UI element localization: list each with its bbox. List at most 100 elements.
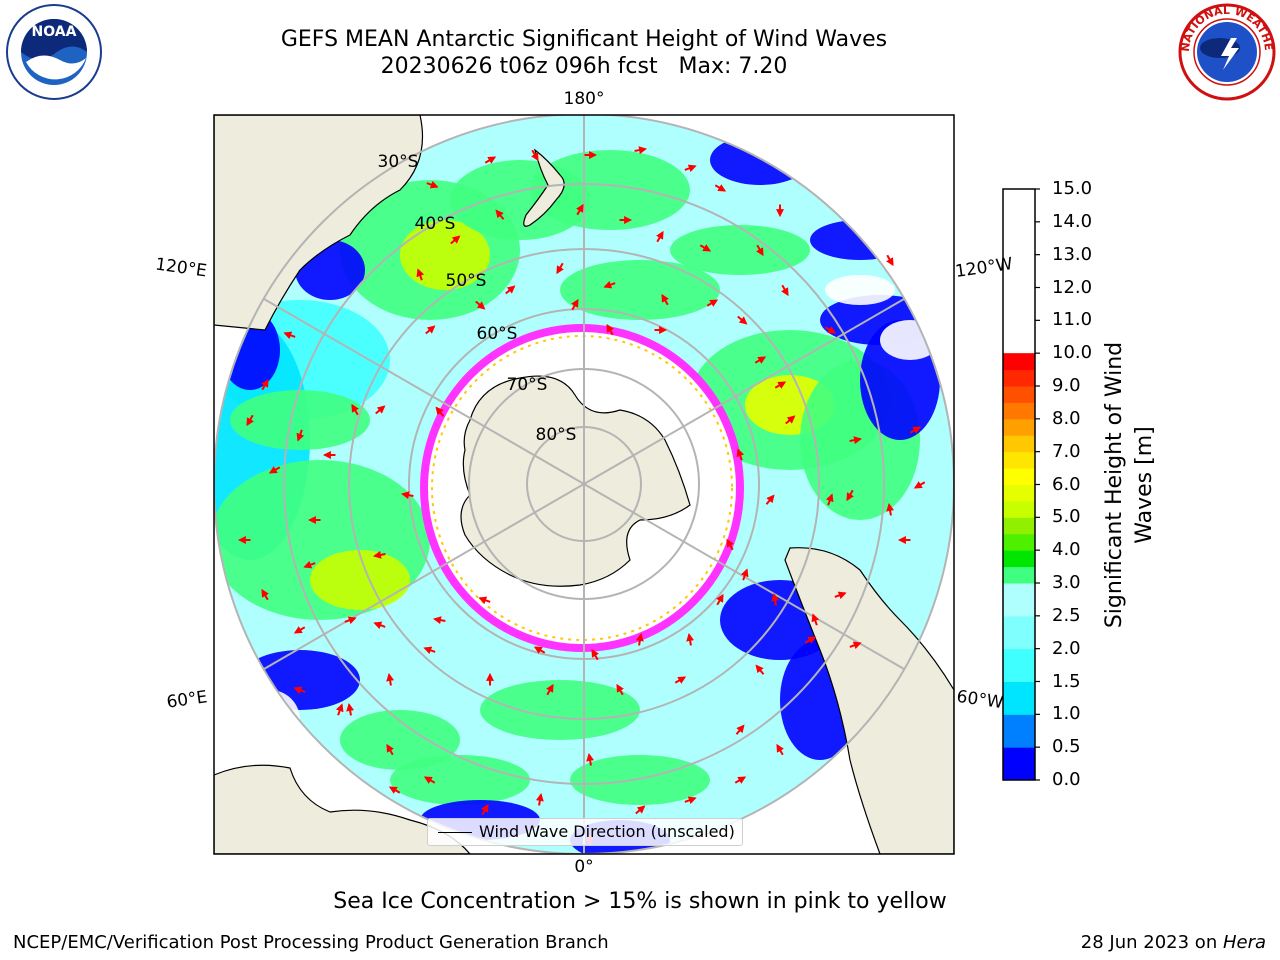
wave-direction-arrow (335, 703, 344, 716)
wave-direction-arrow (754, 356, 767, 364)
wave-height-blob (670, 225, 810, 275)
wave-height-blob (825, 275, 895, 305)
wave-direction-arrow (576, 203, 584, 216)
colorbar-band (1003, 533, 1035, 551)
colorbar-band (1003, 615, 1035, 650)
colorbar-tick-label: 8.0 (1052, 407, 1081, 429)
wave-direction-arrow (734, 776, 747, 784)
wave-direction-arrow (686, 633, 695, 646)
wave-direction-arrow (674, 676, 687, 684)
colorbar-band (1003, 353, 1035, 371)
colorbar-band (1003, 386, 1035, 403)
wave-direction-arrow (423, 776, 436, 784)
colorbar-band (1003, 550, 1035, 568)
antarctica-land (460, 375, 691, 587)
wave-direction-arrow (706, 299, 719, 307)
wave-direction-arrow (401, 491, 414, 500)
wave-direction-arrow (714, 184, 727, 192)
colorbar-band (1003, 468, 1035, 485)
wave-direction-arrow (849, 641, 862, 650)
wave-direction-arrow (736, 448, 745, 461)
colorbar-band (1003, 402, 1035, 420)
wave-direction-arrow (283, 331, 296, 340)
wave-direction-arrow (344, 616, 357, 625)
wave-direction-arrow (909, 426, 922, 434)
wave-height-blob (560, 260, 720, 320)
wave-direction-arrow (531, 149, 539, 162)
colorbar-band (1003, 714, 1035, 748)
wave-height-blob (570, 755, 710, 805)
wave-direction-arrow (481, 803, 489, 816)
colorbar-tick-label: 9.0 (1052, 375, 1081, 396)
legend-label: Wind Wave Direction (unscaled) (479, 822, 735, 841)
colorbar-tick-label: 14.0 (1052, 210, 1093, 232)
wave-height-blob (340, 710, 460, 770)
parallel-label-70s: 70°S (506, 375, 548, 395)
wave-direction-arrow (824, 326, 837, 334)
wave-direction-arrow (781, 284, 789, 297)
colorbar-label-line2: Waves [m] (1132, 426, 1157, 544)
parallel-label-80s: 80°S (535, 425, 577, 445)
wave-direction-arrow (546, 683, 554, 696)
new-zealand-land (523, 148, 565, 227)
wave-direction-arrow (735, 724, 745, 735)
colorbar-tick-label: 12.0 (1052, 276, 1093, 298)
colorbar-band (1003, 681, 1035, 715)
wave-direction-arrow (755, 664, 765, 675)
colorbar-band (1003, 484, 1035, 502)
wave-direction-arrow (556, 262, 564, 275)
wave-direction-arrow (433, 616, 446, 625)
wave-direction-arrow (296, 429, 305, 442)
wave-direction-arrow (737, 315, 748, 325)
colorbar-tick-label: 6.0 (1052, 473, 1081, 495)
wave-direction-arrow (765, 494, 775, 505)
wave-direction-arrow (293, 686, 306, 695)
wave-direction-arrow (571, 298, 579, 311)
wave-direction-arrow (261, 588, 269, 601)
wave-direction-arrow (423, 646, 436, 655)
wave-direction-arrow (495, 209, 505, 220)
colorbar-tick-label: 4.0 (1052, 539, 1081, 561)
colorbar-band (1003, 418, 1035, 436)
wave-direction-arrow (635, 633, 644, 646)
colorbar-label-line1: Significant Height of Wind (1102, 341, 1127, 629)
wave-direction-arrow (726, 538, 734, 551)
wave-direction-arrow (246, 414, 254, 427)
wave-direction-arrow (846, 489, 854, 502)
colorbar-band (1003, 648, 1035, 682)
wave-direction-arrow (591, 648, 599, 661)
map-legend: Wind Wave Direction (unscaled) (427, 818, 743, 846)
wave-direction-arrow (533, 646, 546, 654)
wave-direction-arrows (237, 146, 926, 846)
wave-direction-arrow (478, 596, 491, 605)
wave-direction-arrow (375, 405, 386, 415)
chart-subtitle: 20230626 t06z 096h fcst Max: 7.20 (380, 54, 788, 79)
legend-line-sample (438, 832, 472, 833)
wave-direction-arrow (756, 244, 764, 257)
chart-title: GEFS MEAN Antarctic Significant Height o… (280, 27, 888, 52)
wave-direction-arrow (268, 466, 281, 474)
wave-direction-arrow (684, 164, 697, 173)
wave-direction-arrow (785, 415, 796, 425)
wave-direction-arrow (388, 786, 401, 794)
footer-date: 28 Jun 2023 on Hera (1081, 932, 1266, 953)
wave-direction-arrow (435, 406, 445, 417)
colorbar-tick-label: 0.5 (1052, 736, 1081, 758)
wave-height-blob (480, 680, 640, 740)
colorbar-tick-label: 3.0 (1052, 572, 1081, 593)
colorbar-band (1003, 435, 1035, 453)
wave-direction-arrow (635, 805, 646, 815)
colorbar-band (1003, 451, 1035, 469)
colorbar-tick-label: 2.0 (1052, 637, 1081, 659)
colorbar-band (1003, 369, 1035, 387)
wave-height-blob (390, 755, 530, 805)
colorbar-band (1003, 517, 1035, 535)
colorbar-tick-label: 1.0 (1052, 703, 1081, 725)
wave-direction-arrow (849, 436, 862, 445)
wave-height-blob (230, 390, 370, 450)
wave-direction-arrow (373, 550, 386, 559)
colorbar-tick-label: 11.0 (1052, 309, 1093, 331)
wave-direction-arrow (634, 146, 647, 155)
wave-direction-arrow (505, 285, 516, 295)
